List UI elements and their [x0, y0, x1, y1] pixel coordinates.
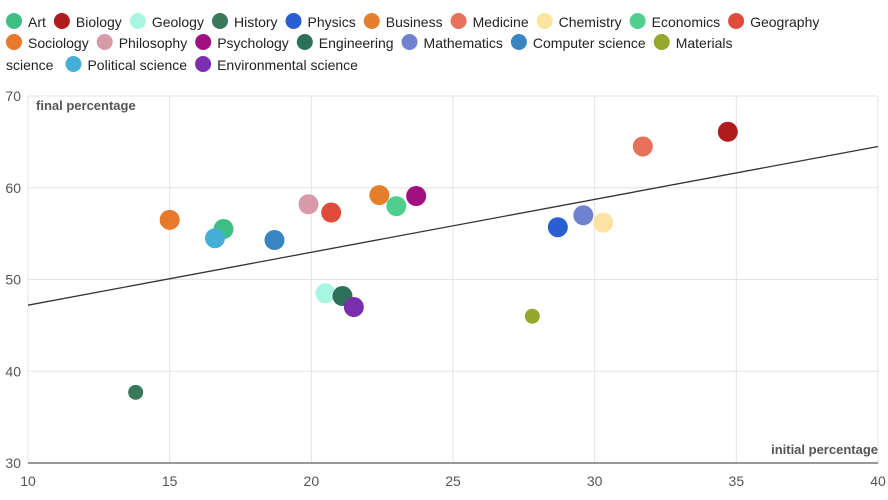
legend-item-engineering[interactable]: Engineering: [296, 34, 394, 51]
legend-marker-engineering: [296, 34, 313, 50]
data-point-geology[interactable]: [315, 283, 336, 304]
legend-label: History: [234, 14, 278, 30]
data-point-biology[interactable]: [717, 121, 738, 142]
legend-item-sociology[interactable]: Sociology: [6, 34, 89, 51]
legend-marker-biology: [53, 13, 70, 29]
legend-item-medicine[interactable]: Medicine: [450, 13, 529, 30]
x-tick-label: 30: [587, 473, 603, 489]
data-point-psychology[interactable]: [406, 186, 427, 207]
legend-marker-political-science: [65, 56, 82, 72]
legend-marker-geology: [129, 13, 146, 29]
legend-label: Sociology: [28, 35, 89, 51]
legend-marker-computer-science: [510, 34, 527, 50]
data-point-physics[interactable]: [547, 217, 568, 238]
legend-label: Biology: [76, 14, 122, 30]
legend-label: Computer science: [533, 35, 646, 51]
legend-item-environmental-science[interactable]: Environmental science: [195, 56, 358, 73]
legend-label: Physics: [308, 14, 356, 30]
data-point-economics[interactable]: [386, 196, 407, 217]
legend-marker-environmental-science: [195, 56, 212, 72]
legend-label: Geography: [750, 14, 819, 30]
x-tick-label: 20: [304, 473, 320, 489]
legend-label: Medicine: [473, 14, 529, 30]
legend-item-psychology[interactable]: Psychology: [195, 34, 289, 51]
legend-marker-sociology: [6, 34, 22, 50]
tick-labels: 10 15 20 25 30 35 40 30 40 50 60 70: [5, 88, 886, 489]
y-axis-title: final percentage: [36, 98, 136, 113]
trendline: [27, 145, 879, 306]
legend-label: Economics: [652, 14, 720, 30]
legend-marker-chemistry: [536, 13, 553, 29]
legend-marker-materials-science: [653, 34, 670, 50]
legend-item-computer-science[interactable]: Computer science: [510, 34, 646, 51]
legend-label: Geology: [152, 14, 204, 30]
legend-marker-art: [6, 13, 22, 29]
legend-marker-history: [211, 13, 228, 29]
legend-marker-economics: [629, 13, 646, 29]
legend-label-continued: science: [6, 57, 54, 73]
legend-item-philosophy[interactable]: Philosophy: [96, 34, 188, 51]
legend-item-history[interactable]: History: [211, 13, 278, 30]
legend-item-biology[interactable]: Biology: [53, 13, 122, 30]
data-point-history[interactable]: [128, 384, 144, 400]
data-point-sociology[interactable]: [159, 209, 180, 230]
data-point-medicine[interactable]: [632, 136, 653, 157]
legend-item-geography[interactable]: Geography: [728, 13, 819, 30]
y-tick-label: 50: [5, 272, 21, 288]
legend-item-geology[interactable]: Geology: [129, 13, 204, 30]
legend-marker-mathematics: [401, 34, 418, 50]
x-tick-label: 15: [162, 473, 178, 489]
legend-marker-business: [363, 13, 380, 29]
legend: Art Biology Geology History Physics Business M…: [6, 13, 819, 73]
legend-marker-psychology: [195, 34, 212, 50]
legend-item-art[interactable]: Art: [6, 13, 46, 30]
data-point-materials-science[interactable]: [524, 308, 540, 324]
legend-item-chemistry[interactable]: Chemistry: [536, 13, 622, 30]
legend-label: Psychology: [217, 35, 289, 51]
legend-label: Philosophy: [119, 35, 188, 51]
data-points: [128, 121, 738, 400]
data-point-business[interactable]: [369, 185, 390, 206]
legend-marker-physics: [285, 13, 302, 29]
legend-marker-geography: [728, 13, 745, 29]
y-tick-label: 30: [5, 455, 21, 471]
legend-item-economics[interactable]: Economics: [629, 13, 720, 30]
y-tick-label: 60: [5, 180, 21, 196]
legend-item-physics[interactable]: Physics: [285, 13, 356, 30]
legend-label: Engineering: [319, 35, 394, 51]
data-point-environmental-science[interactable]: [343, 297, 364, 318]
legend-marker-philosophy: [96, 34, 113, 50]
legend-label: Mathematics: [424, 35, 503, 51]
data-point-geography[interactable]: [321, 202, 342, 223]
legend-label: Art: [28, 14, 46, 30]
x-tick-label: 40: [870, 473, 886, 489]
legend-item-political-science[interactable]: Political science: [65, 56, 187, 73]
x-tick-label: 25: [445, 473, 461, 489]
x-tick-label: 10: [20, 473, 36, 489]
gridlines: [27, 95, 879, 463]
x-tick-label: 35: [729, 473, 745, 489]
legend-label: Materials: [676, 35, 733, 51]
data-point-political-science[interactable]: [205, 228, 225, 249]
legend-label: Political science: [87, 57, 187, 73]
legend-item-mathematics[interactable]: Mathematics: [401, 34, 503, 51]
x-axis-title: initial percentage: [771, 442, 878, 457]
data-point-computer-science[interactable]: [264, 230, 285, 251]
legend-item-business[interactable]: Business: [363, 13, 443, 30]
y-tick-label: 40: [5, 363, 21, 379]
legend-label: Chemistry: [559, 14, 622, 30]
data-point-chemistry[interactable]: [593, 212, 614, 233]
legend-label: Environmental science: [217, 57, 358, 73]
legend-item-materials-science[interactable]: Materials science: [6, 34, 733, 73]
legend-marker-medicine: [450, 13, 467, 29]
data-point-mathematics[interactable]: [573, 205, 594, 226]
y-tick-label: 70: [5, 88, 21, 104]
legend-label: Business: [386, 14, 443, 30]
data-point-philosophy[interactable]: [298, 194, 319, 215]
